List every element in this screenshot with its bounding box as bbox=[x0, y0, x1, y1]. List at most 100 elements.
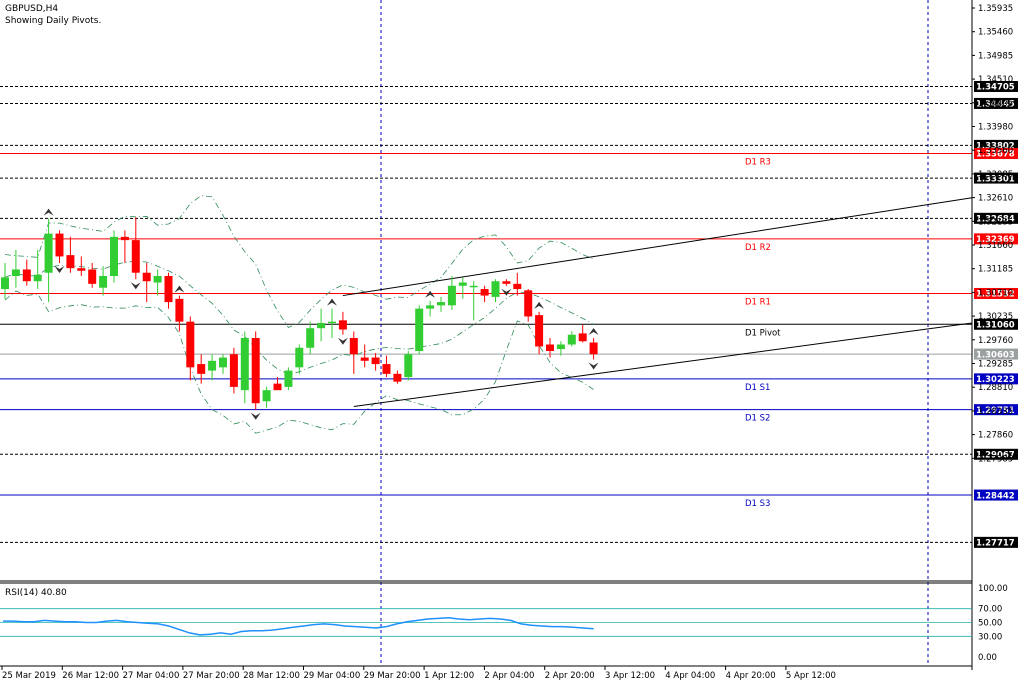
candle-body bbox=[589, 342, 598, 355]
price-label-box bbox=[974, 373, 1018, 385]
y-tick-label: 1.32135 bbox=[978, 217, 1013, 227]
candle-body bbox=[328, 321, 336, 324]
y-tick-label: 1.27385 bbox=[978, 454, 1013, 464]
price-label-box bbox=[974, 233, 1018, 245]
candle-body bbox=[426, 305, 435, 309]
y-tick-label: 1.28810 bbox=[978, 383, 1013, 393]
rsi-tick-label: 30.00 bbox=[978, 632, 1002, 642]
fractal-up-arrow bbox=[534, 301, 545, 309]
candle-body bbox=[110, 236, 118, 276]
candle-body bbox=[306, 328, 315, 348]
price-label: 1.30603 bbox=[976, 350, 1015, 360]
price-label: 1.33802 bbox=[976, 142, 1015, 152]
price-label-box bbox=[974, 212, 1018, 224]
price-label: 1.31532 bbox=[976, 290, 1015, 300]
fractal-up-arrow bbox=[588, 327, 599, 335]
pivot-label: D1 R2 bbox=[745, 243, 771, 253]
price-label: 1.28442 bbox=[976, 491, 1015, 501]
price-label: 1.29067 bbox=[976, 450, 1015, 460]
fractal-up-arrow bbox=[43, 208, 54, 216]
candle-body bbox=[458, 282, 467, 286]
price-label: 1.29751 bbox=[976, 406, 1015, 416]
candle-body bbox=[295, 347, 304, 368]
candle-body bbox=[99, 275, 108, 288]
pivot-label: D1 R1 bbox=[745, 297, 771, 307]
candle-body bbox=[382, 364, 391, 374]
y-tick-label: 1.34405 bbox=[978, 99, 1013, 109]
trend-line-upper bbox=[342, 197, 973, 297]
x-tick-label: 29 Mar 20:00 bbox=[364, 671, 421, 681]
candle-body bbox=[502, 281, 511, 284]
fractal-down-arrow bbox=[337, 337, 348, 345]
x-tick-label: 28 Mar 12:00 bbox=[243, 671, 300, 681]
price-label-box bbox=[974, 318, 1018, 330]
price-label-box bbox=[974, 147, 1018, 159]
candle-body bbox=[338, 320, 347, 330]
y-tick-label: 1.31185 bbox=[978, 265, 1013, 275]
candle-body bbox=[33, 274, 42, 282]
price-label: 1.30223 bbox=[976, 375, 1015, 385]
candle-body bbox=[469, 285, 478, 288]
y-tick-label: 1.29285 bbox=[978, 360, 1013, 370]
chart-symbol-title: GBPUSD,H4 bbox=[5, 4, 58, 14]
x-tick-label: 3 Apr 12:00 bbox=[605, 671, 655, 681]
candle-body bbox=[219, 357, 227, 368]
x-tick-label: 29 Mar 04:00 bbox=[304, 671, 361, 681]
fractal-down-arrow bbox=[130, 282, 141, 290]
x-tick-label: 2 Apr 20:00 bbox=[545, 671, 595, 681]
candle-body bbox=[44, 233, 53, 273]
candle-body bbox=[437, 302, 445, 306]
price-label-box bbox=[974, 489, 1018, 501]
candle-body bbox=[77, 268, 86, 271]
candle-body bbox=[578, 333, 587, 342]
y-tick-label: 1.35460 bbox=[978, 28, 1013, 38]
candle-body bbox=[11, 269, 20, 276]
candle-body bbox=[229, 354, 238, 387]
price-label-box bbox=[974, 348, 1018, 360]
rsi-line bbox=[3, 616, 594, 636]
x-tick-label: 25 Mar 2019 bbox=[2, 671, 56, 681]
candle-body bbox=[404, 354, 413, 378]
candle-body bbox=[153, 275, 162, 283]
y-tick-label: 1.30235 bbox=[978, 312, 1013, 322]
price-label-box bbox=[974, 97, 1018, 109]
y-tick-label: 1.33980 bbox=[978, 123, 1013, 133]
fractal-down-arrow bbox=[501, 288, 512, 296]
candle-body bbox=[480, 289, 489, 296]
rsi-tick-label: 100.00 bbox=[978, 584, 1008, 594]
y-tick-label: 1.31660 bbox=[978, 241, 1013, 251]
candle-body bbox=[66, 255, 75, 269]
candle-body bbox=[22, 269, 31, 282]
price-label: 1.34705 bbox=[976, 83, 1015, 93]
candle-body bbox=[349, 337, 358, 355]
fractal-down-arrow bbox=[588, 362, 599, 370]
fractal-down-arrow bbox=[250, 412, 261, 420]
candle-body bbox=[164, 275, 173, 303]
candle-body bbox=[273, 383, 282, 391]
y-tick-label: 1.35935 bbox=[978, 4, 1013, 14]
x-tick-label: 1 Apr 12:00 bbox=[424, 671, 474, 681]
candle-body bbox=[567, 334, 576, 345]
candle-body bbox=[197, 364, 206, 374]
x-tick-label: 27 Mar 04:00 bbox=[123, 671, 180, 681]
price-label: 1.34445 bbox=[976, 100, 1015, 110]
candle-body bbox=[88, 269, 97, 284]
upper-band-line bbox=[4, 195, 594, 329]
candle-body bbox=[175, 298, 184, 322]
x-tick-label: 2 Apr 04:00 bbox=[484, 671, 534, 681]
rsi-tick-label: 0.00 bbox=[978, 653, 997, 663]
candle-body bbox=[120, 236, 129, 241]
price-label: 1.32684 bbox=[976, 215, 1015, 225]
lower-band-line bbox=[4, 290, 594, 434]
candle-body bbox=[55, 233, 64, 257]
rsi-label: RSI(14) 40.80 bbox=[5, 588, 67, 598]
rsi-tick-label: 50.00 bbox=[978, 619, 1002, 629]
candle-body bbox=[447, 285, 456, 306]
fractal-up-arrow bbox=[174, 285, 185, 293]
candle-body bbox=[491, 281, 500, 297]
candle-body bbox=[360, 357, 369, 361]
price-label-box bbox=[974, 536, 1018, 548]
pivot-label: D1 S2 bbox=[745, 414, 770, 424]
